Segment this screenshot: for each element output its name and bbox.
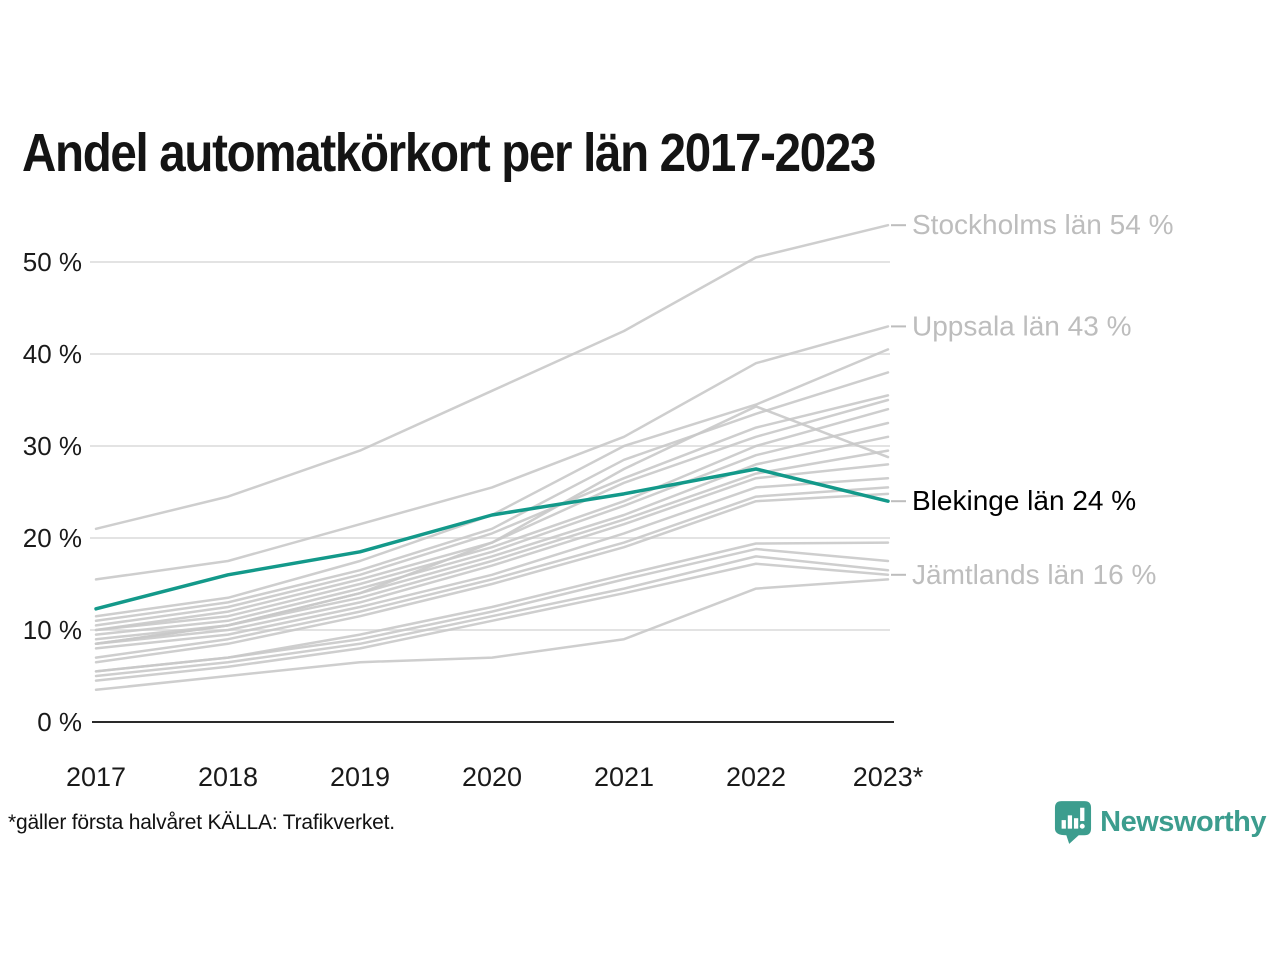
- y-tick-label: 20 %: [23, 523, 82, 553]
- y-tick-label: 40 %: [23, 339, 82, 369]
- y-tick-label: 10 %: [23, 615, 82, 645]
- x-tick-label: 2021: [594, 762, 654, 792]
- x-tick-label: 2023*: [853, 762, 924, 792]
- series-label-jamtland: Jämtlands län 16 %: [912, 559, 1156, 590]
- chart-line-blekinge: [94, 467, 890, 611]
- chart-line-county-13: [94, 476, 890, 650]
- bar-chart-pin-icon: [1055, 801, 1092, 844]
- series-label-stockholm: Stockholms län 54 %: [912, 209, 1173, 240]
- footnote-source: *gäller första halvåret KÄLLA: Trafikver…: [8, 811, 395, 834]
- chart-line-stockholm: [94, 223, 890, 531]
- chart-line-county-08: [94, 407, 890, 632]
- y-tick-label: 30 %: [23, 431, 82, 461]
- brand-name: Newsworthy: [1100, 805, 1266, 838]
- chart-line-uppsala: [94, 325, 890, 581]
- x-tick-label: 2022: [726, 762, 786, 792]
- y-tick-label: 50 %: [23, 247, 82, 277]
- chart-line-county-09: [94, 421, 890, 636]
- chart-line-county-04: [94, 371, 890, 623]
- chart-line-county-18: [94, 547, 890, 673]
- chart-line-county-15: [94, 492, 890, 664]
- chart-line-county-05: [94, 394, 890, 627]
- chart-line-county-14: [94, 486, 890, 659]
- series-label-blekinge: Blekinge län 24 %: [912, 485, 1136, 516]
- chart-line-county-11: [94, 449, 890, 646]
- x-tick-label: 2017: [66, 762, 126, 792]
- chart-line-jamtland: [94, 562, 890, 682]
- series-label-uppsala: Uppsala län 43 %: [912, 310, 1131, 341]
- y-tick-label: 0 %: [37, 707, 82, 737]
- brand-logo: Newsworthy: [1054, 800, 1266, 844]
- chart-line-county-19: [94, 555, 890, 678]
- x-tick-label: 2018: [198, 762, 258, 792]
- x-tick-label: 2019: [330, 762, 390, 792]
- chart-title: Andel automatkörkort per län 2017-2023: [22, 123, 876, 183]
- x-tick-label: 2020: [462, 762, 522, 792]
- chart-line-county-21: [94, 578, 890, 692]
- chart-line-county-12: [94, 463, 890, 646]
- chart-line-county-03: [94, 348, 890, 618]
